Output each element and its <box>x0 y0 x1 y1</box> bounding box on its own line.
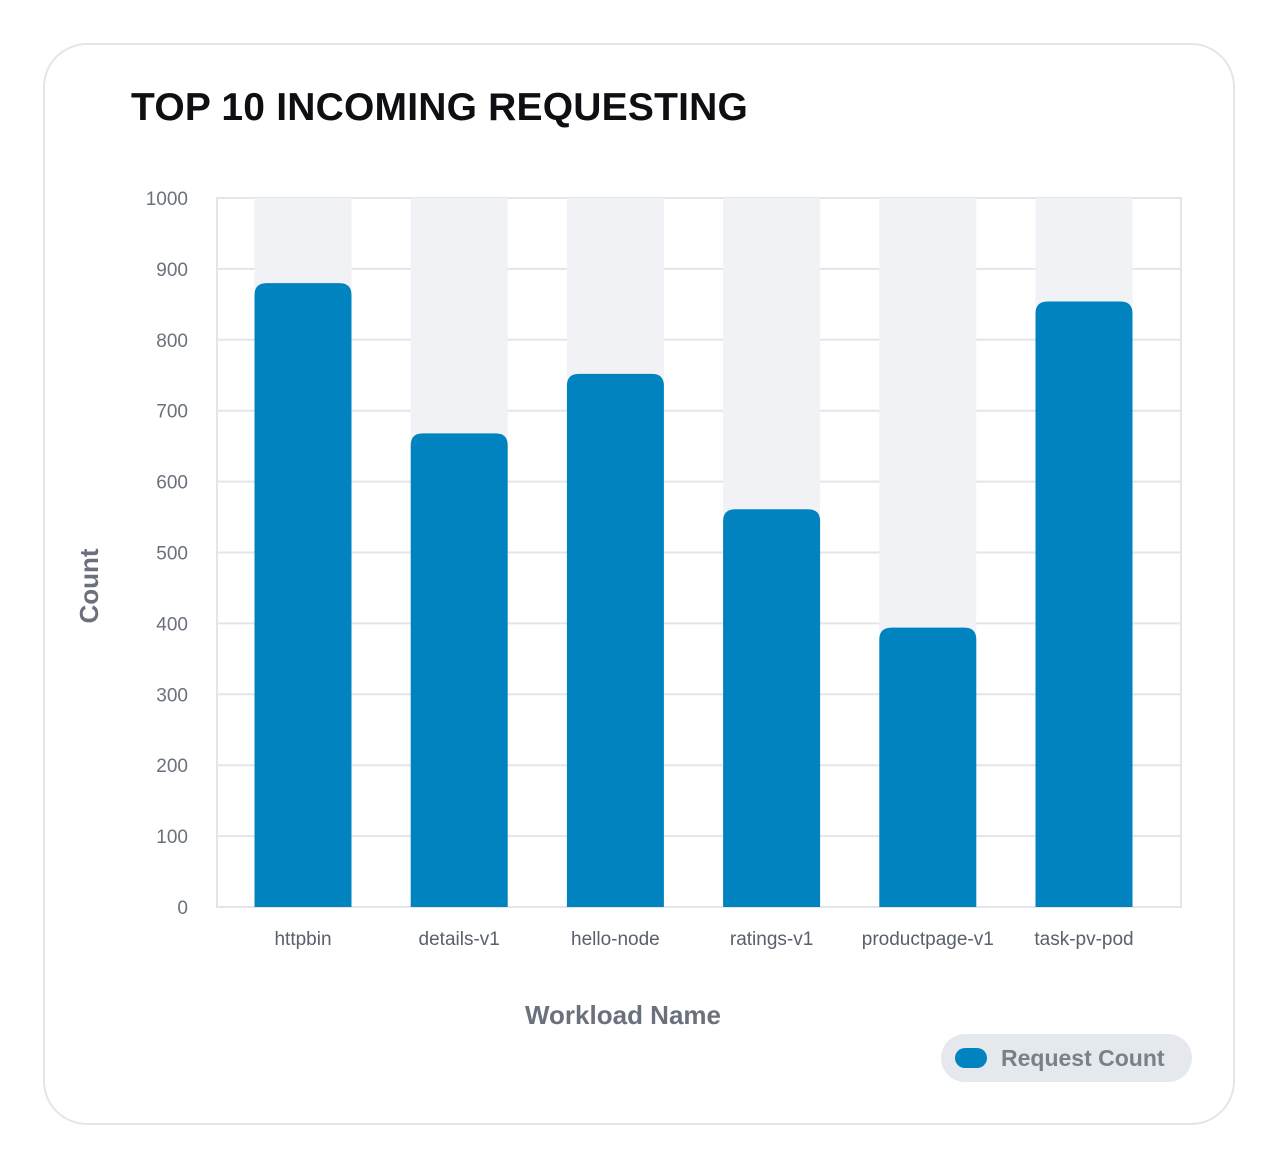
legend-swatch <box>955 1048 987 1068</box>
chart-title: TOP 10 INCOMING REQUESTING <box>131 86 749 129</box>
legend[interactable]: Request Count <box>941 1034 1192 1082</box>
y-tick-label: 100 <box>156 827 188 848</box>
bar-details-v1 <box>410 433 508 907</box>
y-tick-label: 600 <box>156 473 188 494</box>
y-tick-label: 200 <box>156 756 188 777</box>
y-axis-title: Count <box>74 548 104 623</box>
x-tick-label: ratings-v1 <box>730 929 813 950</box>
bar-hello-node <box>566 373 664 907</box>
bar-ratings-v1 <box>723 509 821 907</box>
y-tick-label: 300 <box>156 685 188 706</box>
x-tick-label: productpage-v1 <box>862 929 994 950</box>
legend-label: Request Count <box>1001 1044 1165 1071</box>
y-tick-label: 500 <box>156 544 188 565</box>
bar-httpbin <box>254 283 352 908</box>
y-tick-label: 700 <box>156 402 188 423</box>
y-tick-label: 1000 <box>146 189 188 210</box>
x-tick-label: details-v1 <box>419 929 500 950</box>
y-tick-label: 900 <box>156 260 188 281</box>
y-tick-label: 0 <box>177 898 188 919</box>
bar-task-pv-pod <box>1035 301 1133 907</box>
y-tick-label: 400 <box>156 614 188 635</box>
bar-productpage-v1 <box>879 627 977 907</box>
y-tick-label: 800 <box>156 331 188 352</box>
x-axis-title: Workload Name <box>525 1000 721 1030</box>
x-tick-label: task-pv-pod <box>1034 929 1133 950</box>
x-tick-label: hello-node <box>571 929 660 950</box>
x-tick-label: httpbin <box>274 929 331 950</box>
